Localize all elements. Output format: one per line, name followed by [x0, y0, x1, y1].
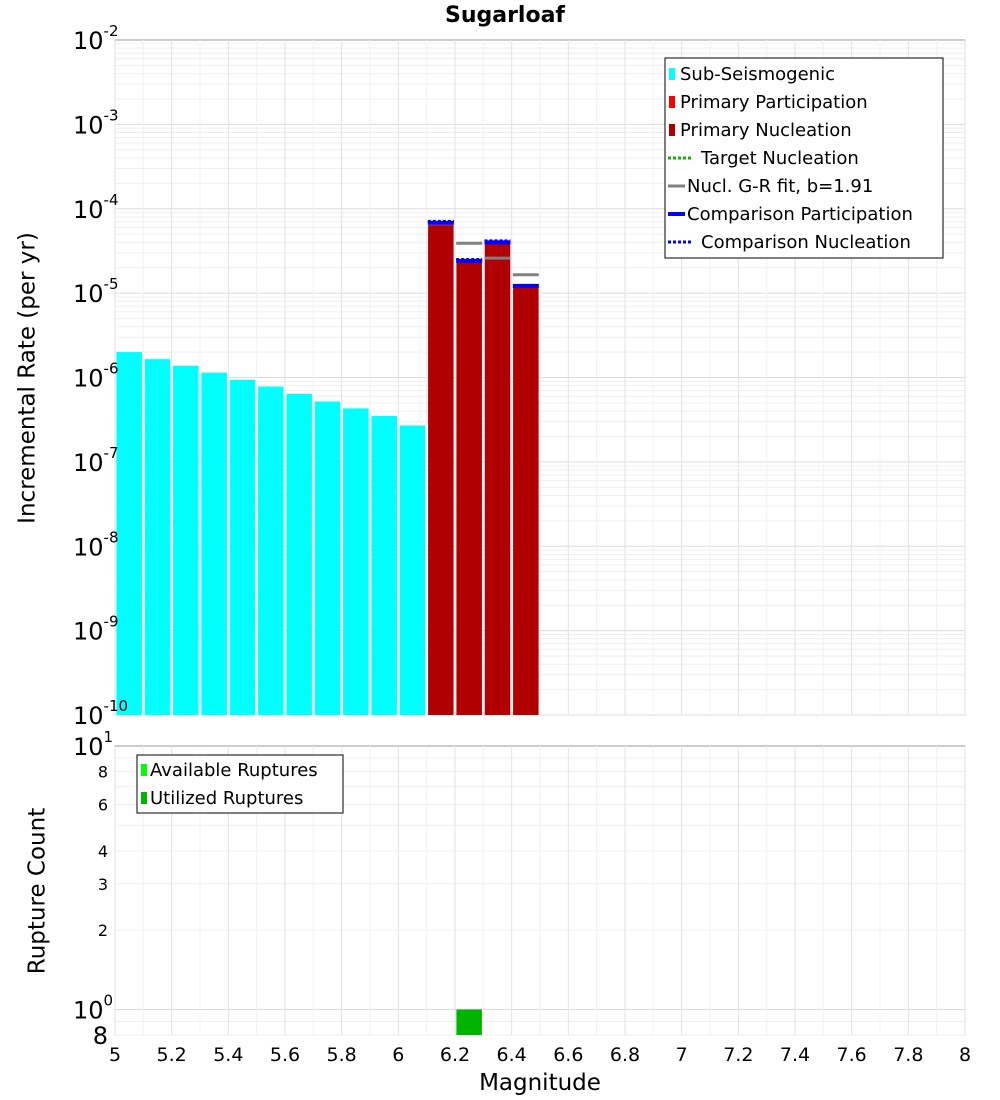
- bottom-y-tick-label: 101: [73, 728, 113, 761]
- bottom-y-minor-tick-label: 3: [98, 875, 108, 894]
- x-tick-label: 7.6: [837, 1044, 867, 1066]
- top-legend: Sub-Seismogenic Primary Participation Prim…: [664, 57, 944, 259]
- x-tick-label: 5: [109, 1044, 121, 1066]
- x-tick-label: 6.6: [553, 1044, 583, 1066]
- x-tick-label: 8: [959, 1044, 971, 1066]
- top-lines: [427, 219, 539, 288]
- utilized-ruptures-bar: [456, 1009, 482, 1035]
- sub-seismogenic-bar: [258, 386, 284, 715]
- bottom-y-minor-tick-label: 8: [93, 1022, 108, 1050]
- legend-entry-label: Primary Participation: [680, 92, 868, 113]
- x-tick-label: 7.2: [723, 1044, 753, 1066]
- legend-entry-label: Target Nucleation: [700, 148, 859, 169]
- x-ticks: 5 5.2 5.4 5.6 5.8 6 6.2 6.4 6.6 6.8 7 7.2 7.4 7.6 7.8 8: [109, 1044, 971, 1066]
- bottom-bars: [456, 1009, 482, 1035]
- sub-seismogenic-bar: [201, 372, 227, 715]
- legend-swatch: [669, 68, 675, 80]
- legend-swatch: [141, 792, 147, 804]
- bottom-legend: Available Ruptures Utilized Ruptures: [136, 754, 344, 814]
- bottom-y-minor-tick-label: 6: [98, 795, 108, 814]
- legend-entry-label: Utilized Ruptures: [150, 788, 303, 809]
- chart-title: Sugarloaf: [445, 3, 565, 28]
- top-y-ticks: 10-10 10-9 10-8 10-7 10-6 10-5 10-4 10-3 10-2: [73, 22, 128, 730]
- x-tick-label: 5.2: [157, 1044, 187, 1066]
- top-y-tick-label: 10-3: [73, 106, 119, 139]
- primary-nucleation-bar: [428, 225, 454, 715]
- legend-swatch: [141, 764, 147, 776]
- bottom-y-minor-tick-label: 4: [98, 842, 108, 861]
- legend-entry-label: Sub-Seismogenic: [680, 64, 835, 85]
- top-y-tick-label: 10-4: [73, 191, 119, 224]
- x-tick-label: 5.8: [327, 1044, 357, 1066]
- x-tick-label: 6.4: [497, 1044, 527, 1066]
- sub-seismogenic-bar: [399, 425, 426, 715]
- x-tick-label: 7.4: [780, 1044, 810, 1066]
- x-axis-label: Magnitude: [479, 1070, 601, 1096]
- x-tick-label: 5.6: [270, 1044, 300, 1066]
- legend-swatch: [669, 96, 675, 108]
- sub-seismogenic-bar: [286, 393, 312, 715]
- top-bars: [116, 225, 539, 716]
- x-tick-label: 7.8: [893, 1044, 923, 1066]
- x-tick-label: 5.4: [213, 1044, 243, 1066]
- top-y-tick-label: 10-9: [73, 613, 119, 646]
- bottom-y-minor-tick-label: 2: [98, 921, 108, 940]
- top-y-tick-label: 10-8: [73, 528, 119, 561]
- primary-nucleation-bar: [513, 287, 539, 715]
- sub-seismogenic-bar: [116, 352, 142, 715]
- sub-seismogenic-bar: [173, 365, 199, 715]
- x-tick-label: 6.8: [610, 1044, 640, 1066]
- top-y-tick-label: 10-10: [73, 697, 128, 730]
- sub-seismogenic-bar: [314, 401, 341, 715]
- bottom-y-tick-label: 100: [73, 991, 113, 1024]
- bottom-y-ticks: 100 101 8 2 3 4 6 8: [73, 728, 113, 1050]
- legend-swatch: [669, 124, 675, 136]
- legend-entry-label: Available Ruptures: [150, 760, 318, 781]
- sub-seismogenic-bar: [229, 379, 256, 715]
- x-tick-label: 7: [676, 1044, 688, 1066]
- sub-seismogenic-bar: [343, 408, 369, 715]
- sub-seismogenic-bar: [144, 359, 171, 715]
- bottom-legend-box: [136, 754, 344, 814]
- top-y-tick-label: 10-5: [73, 275, 119, 308]
- legend-entry-label: Comparison Nucleation: [701, 232, 911, 253]
- top-y-tick-label: 10-7: [73, 444, 119, 477]
- bottom-y-axis-label: Rupture Count: [25, 808, 51, 974]
- x-tick-label: 6: [392, 1044, 404, 1066]
- primary-nucleation-bar: [456, 262, 482, 715]
- top-y-tick-label: 10-6: [73, 360, 119, 393]
- top-legend-box: [664, 57, 944, 259]
- x-tick-label: 6.2: [440, 1044, 470, 1066]
- legend-entry-label: Primary Nucleation: [680, 120, 852, 141]
- legend-entry-label: Comparison Participation: [687, 204, 913, 225]
- sub-seismogenic-bar: [371, 415, 397, 715]
- top-y-axis-label: Incremental Rate (per yr): [15, 232, 41, 524]
- bottom-y-minor-tick-label: 8: [98, 763, 108, 782]
- legend-entry-label: Nucl. G-R fit, b=1.91: [687, 176, 873, 197]
- top-y-tick-label: 10-2: [73, 22, 119, 55]
- primary-nucleation-bar: [484, 243, 511, 716]
